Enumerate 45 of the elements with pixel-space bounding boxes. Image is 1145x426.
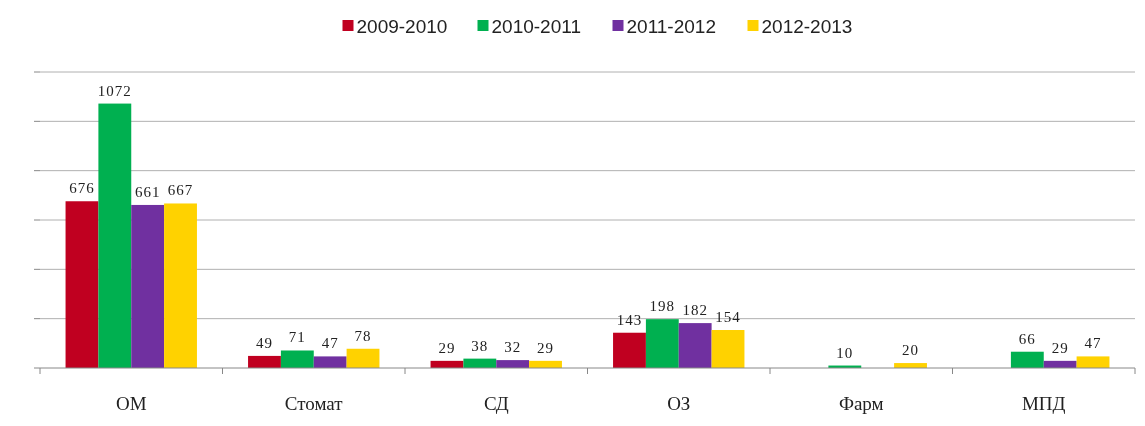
data-label: 20 bbox=[902, 342, 920, 359]
data-label: 66 bbox=[1018, 330, 1036, 347]
data-label: 47 bbox=[321, 335, 339, 352]
x-tick-label: МПД bbox=[1021, 393, 1066, 414]
data-label: 49 bbox=[255, 334, 273, 351]
data-label: 29 bbox=[438, 339, 456, 356]
legend-label: 2011-2012 bbox=[626, 16, 716, 37]
x-tick-label: Фарм bbox=[838, 393, 884, 414]
legend-label: 2012-2013 bbox=[761, 16, 853, 37]
data-label: 143 bbox=[616, 311, 643, 328]
data-label: 661 bbox=[134, 183, 161, 200]
data-label: 154 bbox=[715, 309, 741, 326]
bar bbox=[346, 348, 380, 368]
bar bbox=[711, 330, 745, 368]
data-label: 71 bbox=[288, 329, 306, 346]
x-tick-label: ОМ bbox=[115, 393, 147, 414]
data-label: 47 bbox=[1084, 335, 1102, 352]
bar bbox=[248, 355, 281, 368]
bar bbox=[313, 356, 347, 368]
bar bbox=[1076, 356, 1110, 368]
legend-label: 2009-2010 bbox=[356, 16, 448, 37]
bar bbox=[65, 201, 99, 368]
data-label: 38 bbox=[471, 337, 489, 354]
data-label: 1072 bbox=[97, 82, 132, 99]
x-tick-label: ОЗ bbox=[667, 393, 691, 414]
data-label: 676 bbox=[69, 180, 95, 197]
legend-label: 2010-2011 bbox=[491, 16, 581, 37]
x-tick-label: Стомат bbox=[284, 393, 344, 414]
bar bbox=[131, 204, 165, 368]
bar bbox=[645, 319, 679, 368]
data-label: 198 bbox=[649, 298, 676, 315]
bar bbox=[613, 332, 646, 368]
data-label: 32 bbox=[504, 339, 522, 356]
data-label: 10 bbox=[836, 344, 854, 361]
bar bbox=[98, 103, 132, 368]
bar bbox=[164, 203, 197, 368]
data-label: 667 bbox=[167, 182, 194, 199]
data-label: 29 bbox=[537, 339, 555, 356]
bar bbox=[678, 323, 712, 368]
bar bbox=[280, 350, 314, 368]
data-label: 182 bbox=[682, 302, 708, 319]
x-tick-label: СД bbox=[483, 393, 509, 414]
bar bbox=[1010, 351, 1044, 368]
data-label: 29 bbox=[1051, 339, 1069, 356]
data-label: 78 bbox=[354, 327, 372, 344]
